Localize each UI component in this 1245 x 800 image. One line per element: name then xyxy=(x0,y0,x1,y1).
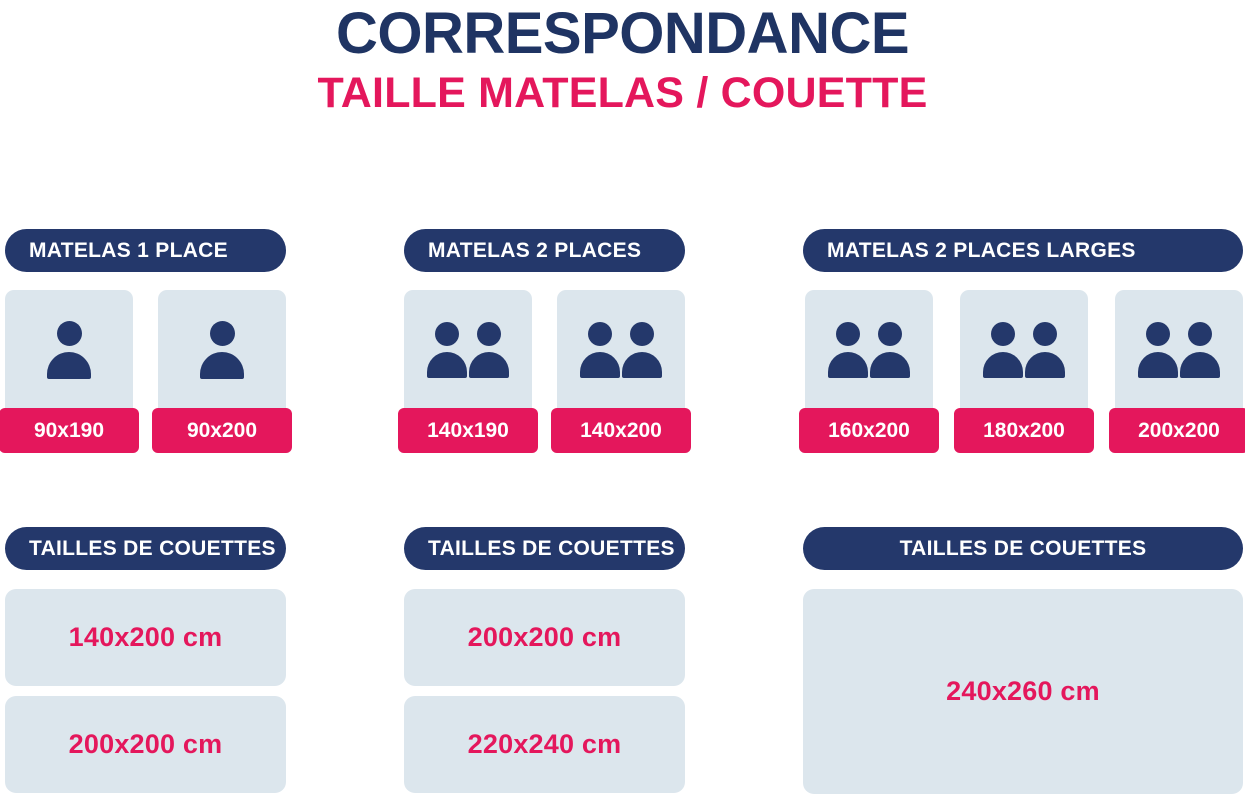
mattress-card[interactable]: 140x200 xyxy=(551,290,691,455)
mattress-card-illustration xyxy=(960,290,1088,420)
heading-tailles-de-couettes-1: TAILLES DE COUETTES xyxy=(5,527,286,570)
two-people-icon xyxy=(580,322,662,382)
mattress-card[interactable]: 160x200 xyxy=(799,290,939,455)
duvet-group-3: TAILLES DE COUETTES 240x260 cm xyxy=(803,527,1243,794)
duvet-size-panel[interactable]: 140x200 cm xyxy=(5,589,286,686)
duvet-size-panel[interactable]: 220x240 cm xyxy=(404,696,685,793)
mattress-card-list-3: 160x200 180x200 200x20 xyxy=(799,290,1245,455)
two-people-icon xyxy=(983,322,1065,382)
person-icon xyxy=(199,321,245,383)
mattress-card-illustration xyxy=(404,290,532,420)
title-block: CORRESPONDANCE TAILLE MATELAS / COUETTE xyxy=(0,0,1245,118)
mattress-size-label: 90x190 xyxy=(0,408,139,453)
duvet-panel-list-2: 200x200 cm 220x240 cm xyxy=(404,589,685,793)
heading-matelas-2-places-larges: MATELAS 2 PLACES LARGES xyxy=(803,229,1243,272)
mattress-card[interactable]: 90x190 xyxy=(0,290,139,455)
mattress-card-illustration xyxy=(5,290,133,420)
mattress-size-label: 90x200 xyxy=(152,408,292,453)
mattress-card[interactable]: 180x200 xyxy=(954,290,1094,455)
mattress-card-illustration xyxy=(158,290,286,420)
heading-matelas-1-place: MATELAS 1 PLACE xyxy=(5,229,286,272)
duvet-size-panel[interactable]: 240x260 cm xyxy=(803,589,1243,794)
heading-tailles-de-couettes-3: TAILLES DE COUETTES xyxy=(803,527,1243,570)
duvet-panel-list-3: 240x260 cm xyxy=(803,589,1243,794)
mattress-size-label: 180x200 xyxy=(954,408,1094,453)
duvet-panel-list-1: 140x200 cm 200x200 cm xyxy=(5,589,286,793)
mattress-group-2-places-larges: MATELAS 2 PLACES LARGES 160x200 xyxy=(799,229,1245,455)
duvet-size-panel[interactable]: 200x200 cm xyxy=(5,696,286,793)
duvet-group-2: TAILLES DE COUETTES 200x200 cm 220x240 c… xyxy=(404,527,685,800)
mattress-card-illustration xyxy=(805,290,933,420)
mattress-card-illustration xyxy=(557,290,685,420)
mattress-card[interactable]: 90x200 xyxy=(152,290,292,455)
mattress-size-label: 140x190 xyxy=(398,408,538,453)
mattress-group-2-places: MATELAS 2 PLACES 140x190 xyxy=(398,229,691,455)
two-people-icon xyxy=(1138,322,1220,382)
mattress-size-label: 140x200 xyxy=(551,408,691,453)
two-people-icon xyxy=(427,322,509,382)
page-subtitle: TAILLE MATELAS / COUETTE xyxy=(317,69,928,117)
mattress-group-1-place: MATELAS 1 PLACE 90x190 90x200 xyxy=(0,229,292,455)
page-title: CORRESPONDANCE xyxy=(335,1,910,66)
mattress-size-label: 200x200 xyxy=(1109,408,1245,453)
mattress-size-label: 160x200 xyxy=(799,408,939,453)
mattress-card-illustration xyxy=(1115,290,1243,420)
duvet-size-panel[interactable]: 200x200 cm xyxy=(404,589,685,686)
mattress-card[interactable]: 200x200 xyxy=(1109,290,1245,455)
person-icon xyxy=(46,321,92,383)
duvet-group-1: TAILLES DE COUETTES 140x200 cm 200x200 c… xyxy=(5,527,286,800)
mattress-card-list-2: 140x190 140x200 xyxy=(398,290,691,455)
heading-tailles-de-couettes-2: TAILLES DE COUETTES xyxy=(404,527,685,570)
heading-matelas-2-places: MATELAS 2 PLACES xyxy=(404,229,685,272)
two-people-icon xyxy=(828,322,910,382)
mattress-card[interactable]: 140x190 xyxy=(398,290,538,455)
mattress-card-list-1: 90x190 90x200 xyxy=(0,290,292,455)
